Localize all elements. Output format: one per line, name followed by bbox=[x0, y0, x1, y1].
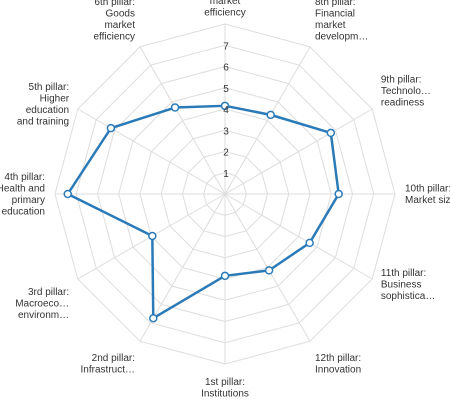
grid-spoke bbox=[139, 46, 226, 195]
radial-tick-label: 2 bbox=[223, 148, 229, 159]
axis-label: 3rd pillar: Macroeco… environm… bbox=[15, 287, 69, 321]
axis-label: 6th pillar: Goods market efficiency bbox=[93, 0, 135, 43]
data-point bbox=[63, 189, 72, 199]
grid-spoke bbox=[224, 46, 311, 195]
axis-label: 11th pillar: Business sophistica… bbox=[381, 268, 435, 302]
radial-tick-label: 7 bbox=[223, 41, 229, 52]
radar-grid bbox=[54, 23, 396, 365]
radial-tick-label: 3 bbox=[223, 126, 229, 137]
axis-label: 1st pillar: Institutions bbox=[201, 377, 249, 400]
data-point bbox=[264, 266, 274, 275]
radial-tick-labels: 1 2 3 4 5 6 7 bbox=[223, 41, 229, 180]
radial-tick-label: 6 bbox=[223, 63, 229, 74]
axis-label: 4th pillar: Health and primary education bbox=[0, 172, 45, 218]
data-point bbox=[326, 128, 336, 138]
data-point bbox=[220, 101, 230, 111]
radial-tick-label: 4 bbox=[223, 105, 229, 116]
axis-label: 2nd pillar: Infrastruct… bbox=[81, 353, 135, 376]
radial-tick-label: 5 bbox=[223, 84, 229, 95]
series-line bbox=[66, 104, 340, 320]
axis-label: 7th pillar:Labormarketefficiency bbox=[204, 0, 246, 19]
axis-label: 9th pillar: Technolo… readiness bbox=[381, 75, 431, 109]
axis-label: 10th pillar:Market size bbox=[405, 184, 450, 207]
radar-series bbox=[63, 101, 343, 323]
radial-tick-label: 1 bbox=[223, 169, 229, 180]
data-point bbox=[220, 271, 230, 281]
axis-label: 8th pillar: Financial market developm… bbox=[315, 0, 368, 43]
grid-spoke bbox=[224, 193, 373, 280]
axis-label: 5th pillar: Higher education and training bbox=[17, 82, 70, 128]
data-point bbox=[170, 103, 180, 112]
data-point bbox=[305, 238, 314, 248]
data-point bbox=[266, 110, 275, 120]
grid-spoke bbox=[77, 108, 226, 195]
grid-spoke bbox=[224, 108, 373, 195]
data-point bbox=[149, 313, 158, 323]
axis-label: 12th pillar: Innovation bbox=[315, 353, 361, 376]
data-point bbox=[334, 189, 343, 199]
data-point bbox=[106, 123, 116, 133]
data-point bbox=[148, 231, 157, 241]
